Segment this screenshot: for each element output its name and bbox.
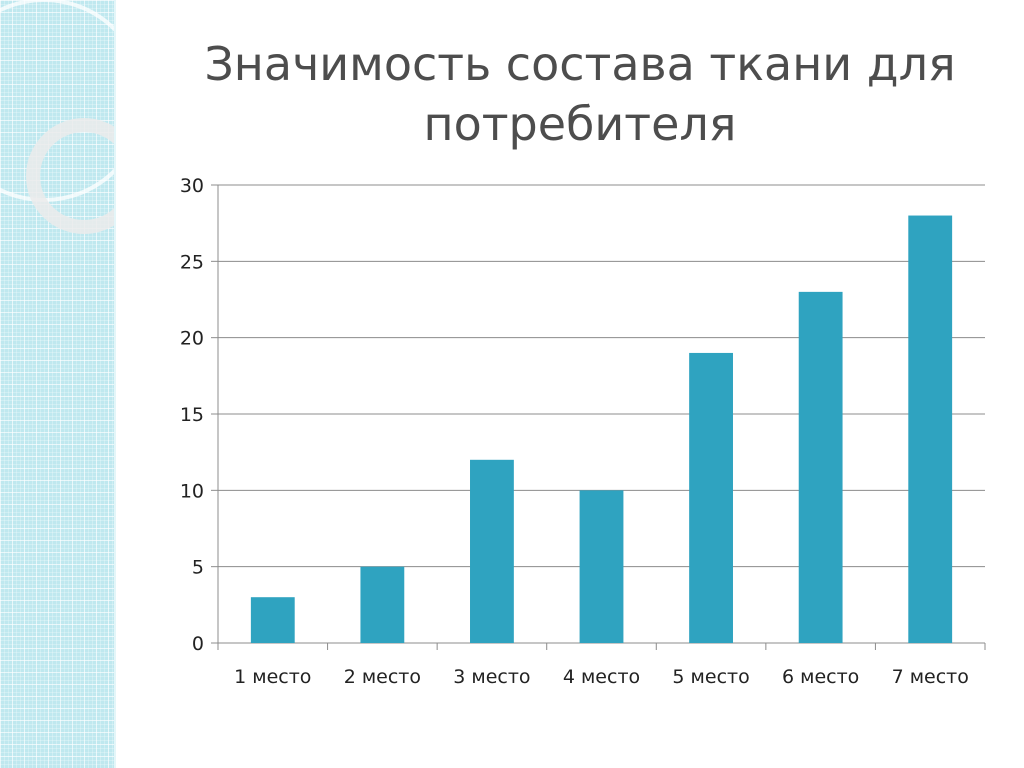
y-tick-label: 15: [180, 404, 204, 426]
bar: [250, 597, 295, 643]
x-category-label: 1 место: [234, 666, 311, 688]
bar: [579, 490, 624, 643]
x-category-label: 6 место: [782, 666, 859, 688]
y-tick-label: 0: [192, 633, 204, 655]
slide-title: Значимость состава ткани для потребителя: [204, 37, 956, 151]
bar: [689, 352, 733, 643]
x-category-label: 7 место: [892, 666, 969, 688]
bar: [470, 459, 514, 643]
x-category-label: 3 место: [453, 666, 530, 688]
bar: [360, 566, 405, 643]
x-category-label: 4 место: [563, 666, 640, 688]
bar: [798, 291, 843, 643]
x-category-label: 2 место: [344, 666, 421, 688]
y-tick-label: 30: [180, 175, 204, 197]
x-category-label: 5 место: [672, 666, 749, 688]
bar: [908, 215, 953, 644]
decorative-side-panel: [0, 0, 116, 768]
y-tick-label: 25: [180, 251, 204, 273]
y-tick-label: 10: [180, 480, 204, 502]
y-tick-label: 5: [192, 557, 204, 579]
y-tick-label: 20: [180, 328, 204, 350]
